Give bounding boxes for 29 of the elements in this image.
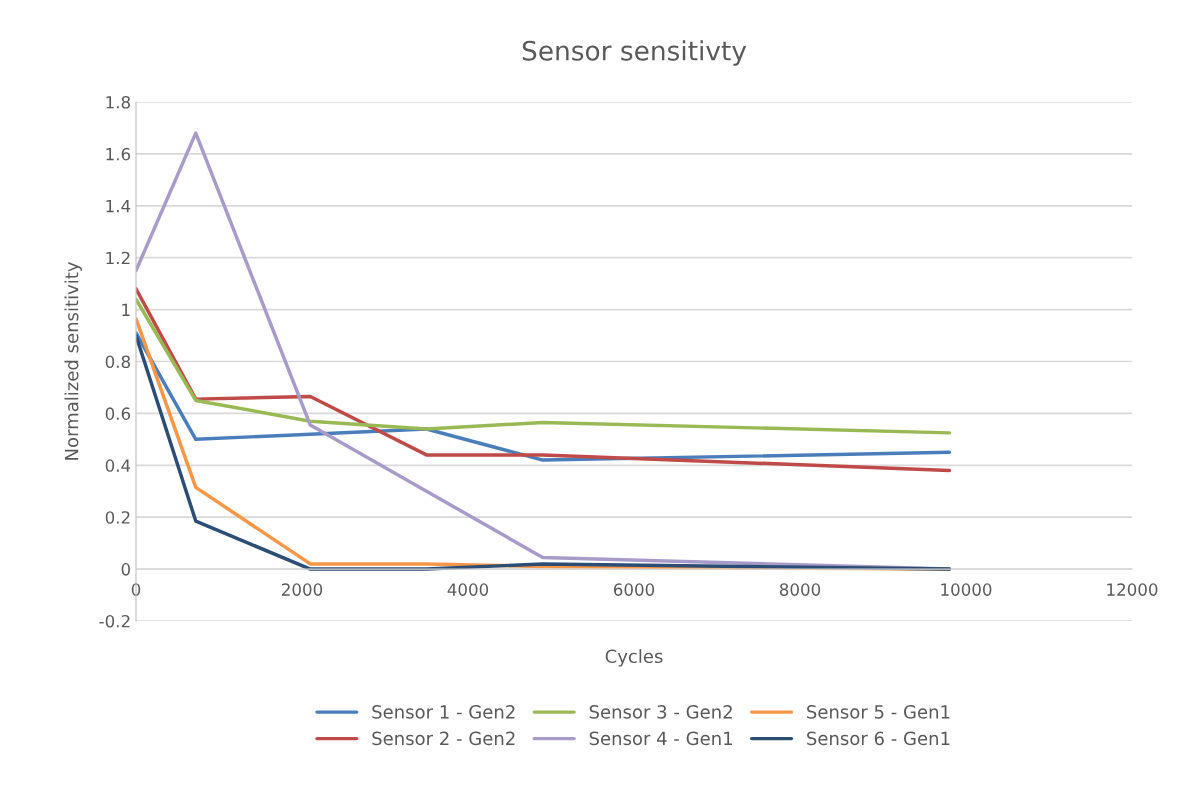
y-tick-label: 0.8 [105,355,130,369]
y-tick-label: 0.2 [105,511,130,524]
x-axis-title: Cycles [605,649,663,667]
line-series [136,297,952,435]
y-tick-label: 1 [122,303,130,316]
y-tick-label: 0.4 [105,459,131,472]
line-series [136,287,952,473]
x-tick-label: 6000 [613,583,655,596]
y-tick-label: 1.8 [106,95,130,109]
x-tick-label: 10000 [941,583,992,596]
legend-label: Sensor 6 - Gen1 [807,731,950,746]
y-tick-label: -0.2 [99,614,130,628]
y-tick-label: 1.2 [106,251,130,265]
x-tick-label: 2000 [282,583,323,596]
legend-label: Sensor 3 - Gen2 [589,705,732,719]
y-axis-title: Normalized sensitivity [64,262,82,460]
legend-label: Sensor 5 - Gen1 [807,705,950,719]
y-tick-label: 1.6 [106,147,131,161]
x-tick-label: 4000 [447,583,489,596]
x-tick-label: 0 [131,583,141,596]
y-tick-label: 0 [121,563,131,576]
y-tick-label: 1.4 [106,199,131,213]
legend-label: Sensor 1 - Gen2 [372,705,515,719]
y-tick-label: 0.6 [105,407,131,420]
chart-title: Sensor sensitivty [522,40,747,66]
legend-label: Sensor 2 - Gen2 [372,731,515,746]
legend-label: Sensor 4 - Gen1 [589,731,732,746]
x-tick-label: 12000 [1107,583,1158,596]
x-tick-label: 8000 [779,583,821,596]
